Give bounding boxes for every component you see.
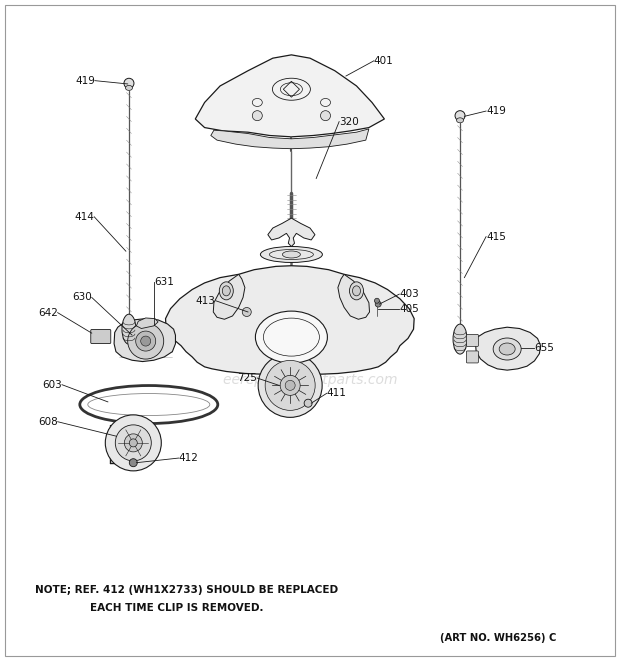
Polygon shape [114,319,175,362]
Ellipse shape [125,85,133,91]
Circle shape [115,425,151,461]
Circle shape [141,336,151,346]
Circle shape [124,434,143,452]
Circle shape [124,78,134,89]
Text: 405: 405 [399,304,419,315]
FancyBboxPatch shape [466,334,479,346]
Circle shape [242,307,251,317]
Ellipse shape [353,286,360,296]
Ellipse shape [260,247,322,262]
Text: 412: 412 [179,453,198,463]
Text: 401: 401 [374,56,394,66]
Ellipse shape [223,286,230,296]
Ellipse shape [122,314,136,344]
Circle shape [375,301,381,307]
FancyBboxPatch shape [466,351,479,363]
Circle shape [130,439,137,447]
Circle shape [258,354,322,417]
Text: (ART NO. WH6256) C: (ART NO. WH6256) C [440,633,556,643]
Ellipse shape [499,343,515,355]
Polygon shape [213,274,245,319]
Circle shape [321,110,330,121]
Text: 419: 419 [486,106,506,116]
Text: 603: 603 [42,379,62,390]
Circle shape [285,380,295,391]
Circle shape [374,298,379,303]
Circle shape [455,110,465,121]
Text: 413: 413 [196,295,216,306]
Text: NOTE; REF. 412 (WH1X2733) SHOULD BE REPLACED: NOTE; REF. 412 (WH1X2733) SHOULD BE REPL… [35,585,338,595]
Polygon shape [166,266,414,375]
Text: 608: 608 [38,416,58,427]
Ellipse shape [456,118,464,123]
Ellipse shape [255,311,327,363]
Ellipse shape [350,282,363,300]
Text: 415: 415 [486,231,506,242]
FancyBboxPatch shape [91,329,111,344]
Polygon shape [195,55,384,137]
Ellipse shape [219,282,233,300]
Circle shape [130,459,137,467]
Text: 403: 403 [399,289,419,299]
Circle shape [105,415,161,471]
Text: 655: 655 [534,343,554,354]
Text: 631: 631 [154,277,174,288]
Text: 419: 419 [75,75,95,86]
Circle shape [265,360,315,410]
Circle shape [252,110,262,121]
Text: 414: 414 [74,212,94,222]
Text: 725: 725 [237,373,257,383]
Circle shape [280,375,300,395]
Polygon shape [476,327,541,370]
Text: eereplacement​parts.com: eereplacement​parts.com [223,373,397,387]
Polygon shape [211,129,369,149]
Text: EACH TIME CLIP IS REMOVED.: EACH TIME CLIP IS REMOVED. [90,603,264,613]
Text: 411: 411 [327,388,347,399]
Ellipse shape [453,324,467,354]
Circle shape [136,331,156,351]
Text: 642: 642 [38,307,58,318]
Ellipse shape [493,338,521,360]
Circle shape [304,399,312,407]
Polygon shape [136,318,158,329]
Ellipse shape [282,251,301,258]
Text: 320: 320 [339,116,359,127]
Polygon shape [338,274,370,319]
Circle shape [128,323,164,359]
Polygon shape [268,218,315,247]
Text: 630: 630 [72,292,92,303]
